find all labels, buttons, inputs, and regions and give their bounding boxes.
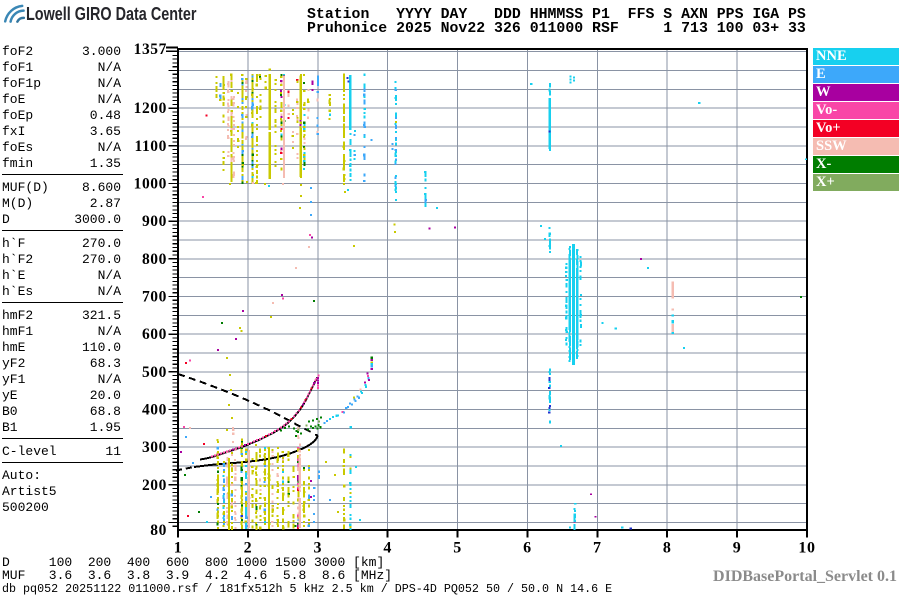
svg-text:9: 9	[733, 540, 742, 557]
svg-text:400: 400	[142, 402, 167, 419]
svg-text:500: 500	[142, 364, 167, 381]
svg-text:5: 5	[453, 540, 462, 557]
svg-text:2: 2	[244, 540, 253, 557]
svg-text:300: 300	[142, 439, 167, 456]
svg-text:8: 8	[663, 540, 672, 557]
svg-text:1357: 1357	[134, 41, 167, 58]
svg-text:7: 7	[593, 540, 602, 557]
svg-text:1100: 1100	[134, 138, 167, 155]
svg-text:1: 1	[174, 540, 183, 557]
svg-text:4: 4	[383, 540, 392, 557]
svg-text:1000: 1000	[134, 176, 167, 193]
svg-text:1200: 1200	[134, 100, 167, 117]
svg-text:3: 3	[313, 540, 322, 557]
svg-text:6: 6	[523, 540, 532, 557]
svg-text:700: 700	[142, 289, 167, 306]
svg-text:10: 10	[798, 540, 815, 557]
svg-text:600: 600	[142, 326, 167, 343]
svg-text:200: 200	[142, 477, 167, 494]
svg-text:80: 80	[150, 522, 167, 539]
svg-text:800: 800	[142, 251, 167, 268]
svg-text:900: 900	[142, 213, 167, 230]
